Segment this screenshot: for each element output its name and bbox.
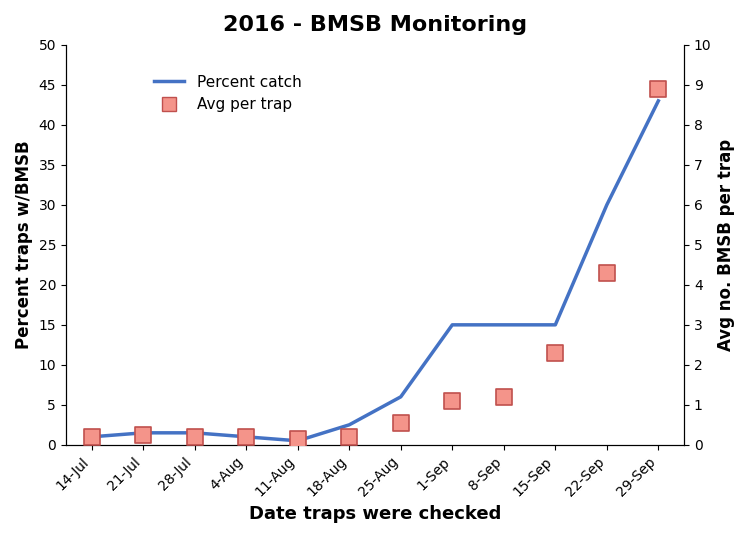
Point: [137, 430, 149, 439]
X-axis label: Date traps were checked: Date traps were checked: [249, 505, 501, 523]
Point: [240, 433, 252, 441]
Point: [189, 433, 201, 441]
Point: [394, 419, 406, 427]
Legend: Percent catch, Avg per trap: Percent catch, Avg per trap: [148, 68, 308, 118]
Point: [446, 397, 458, 405]
Point: [498, 393, 510, 401]
Y-axis label: Percent traps w/BMSB: Percent traps w/BMSB: [15, 140, 33, 349]
Point: [549, 349, 561, 357]
Point: [344, 433, 355, 441]
Point: [292, 435, 304, 443]
Point: [652, 84, 664, 93]
Title: 2016 - BMSB Monitoring: 2016 - BMSB Monitoring: [223, 15, 527, 35]
Point: [86, 433, 98, 441]
Point: [601, 268, 613, 277]
Y-axis label: Avg no. BMSB per trap: Avg no. BMSB per trap: [717, 139, 735, 351]
